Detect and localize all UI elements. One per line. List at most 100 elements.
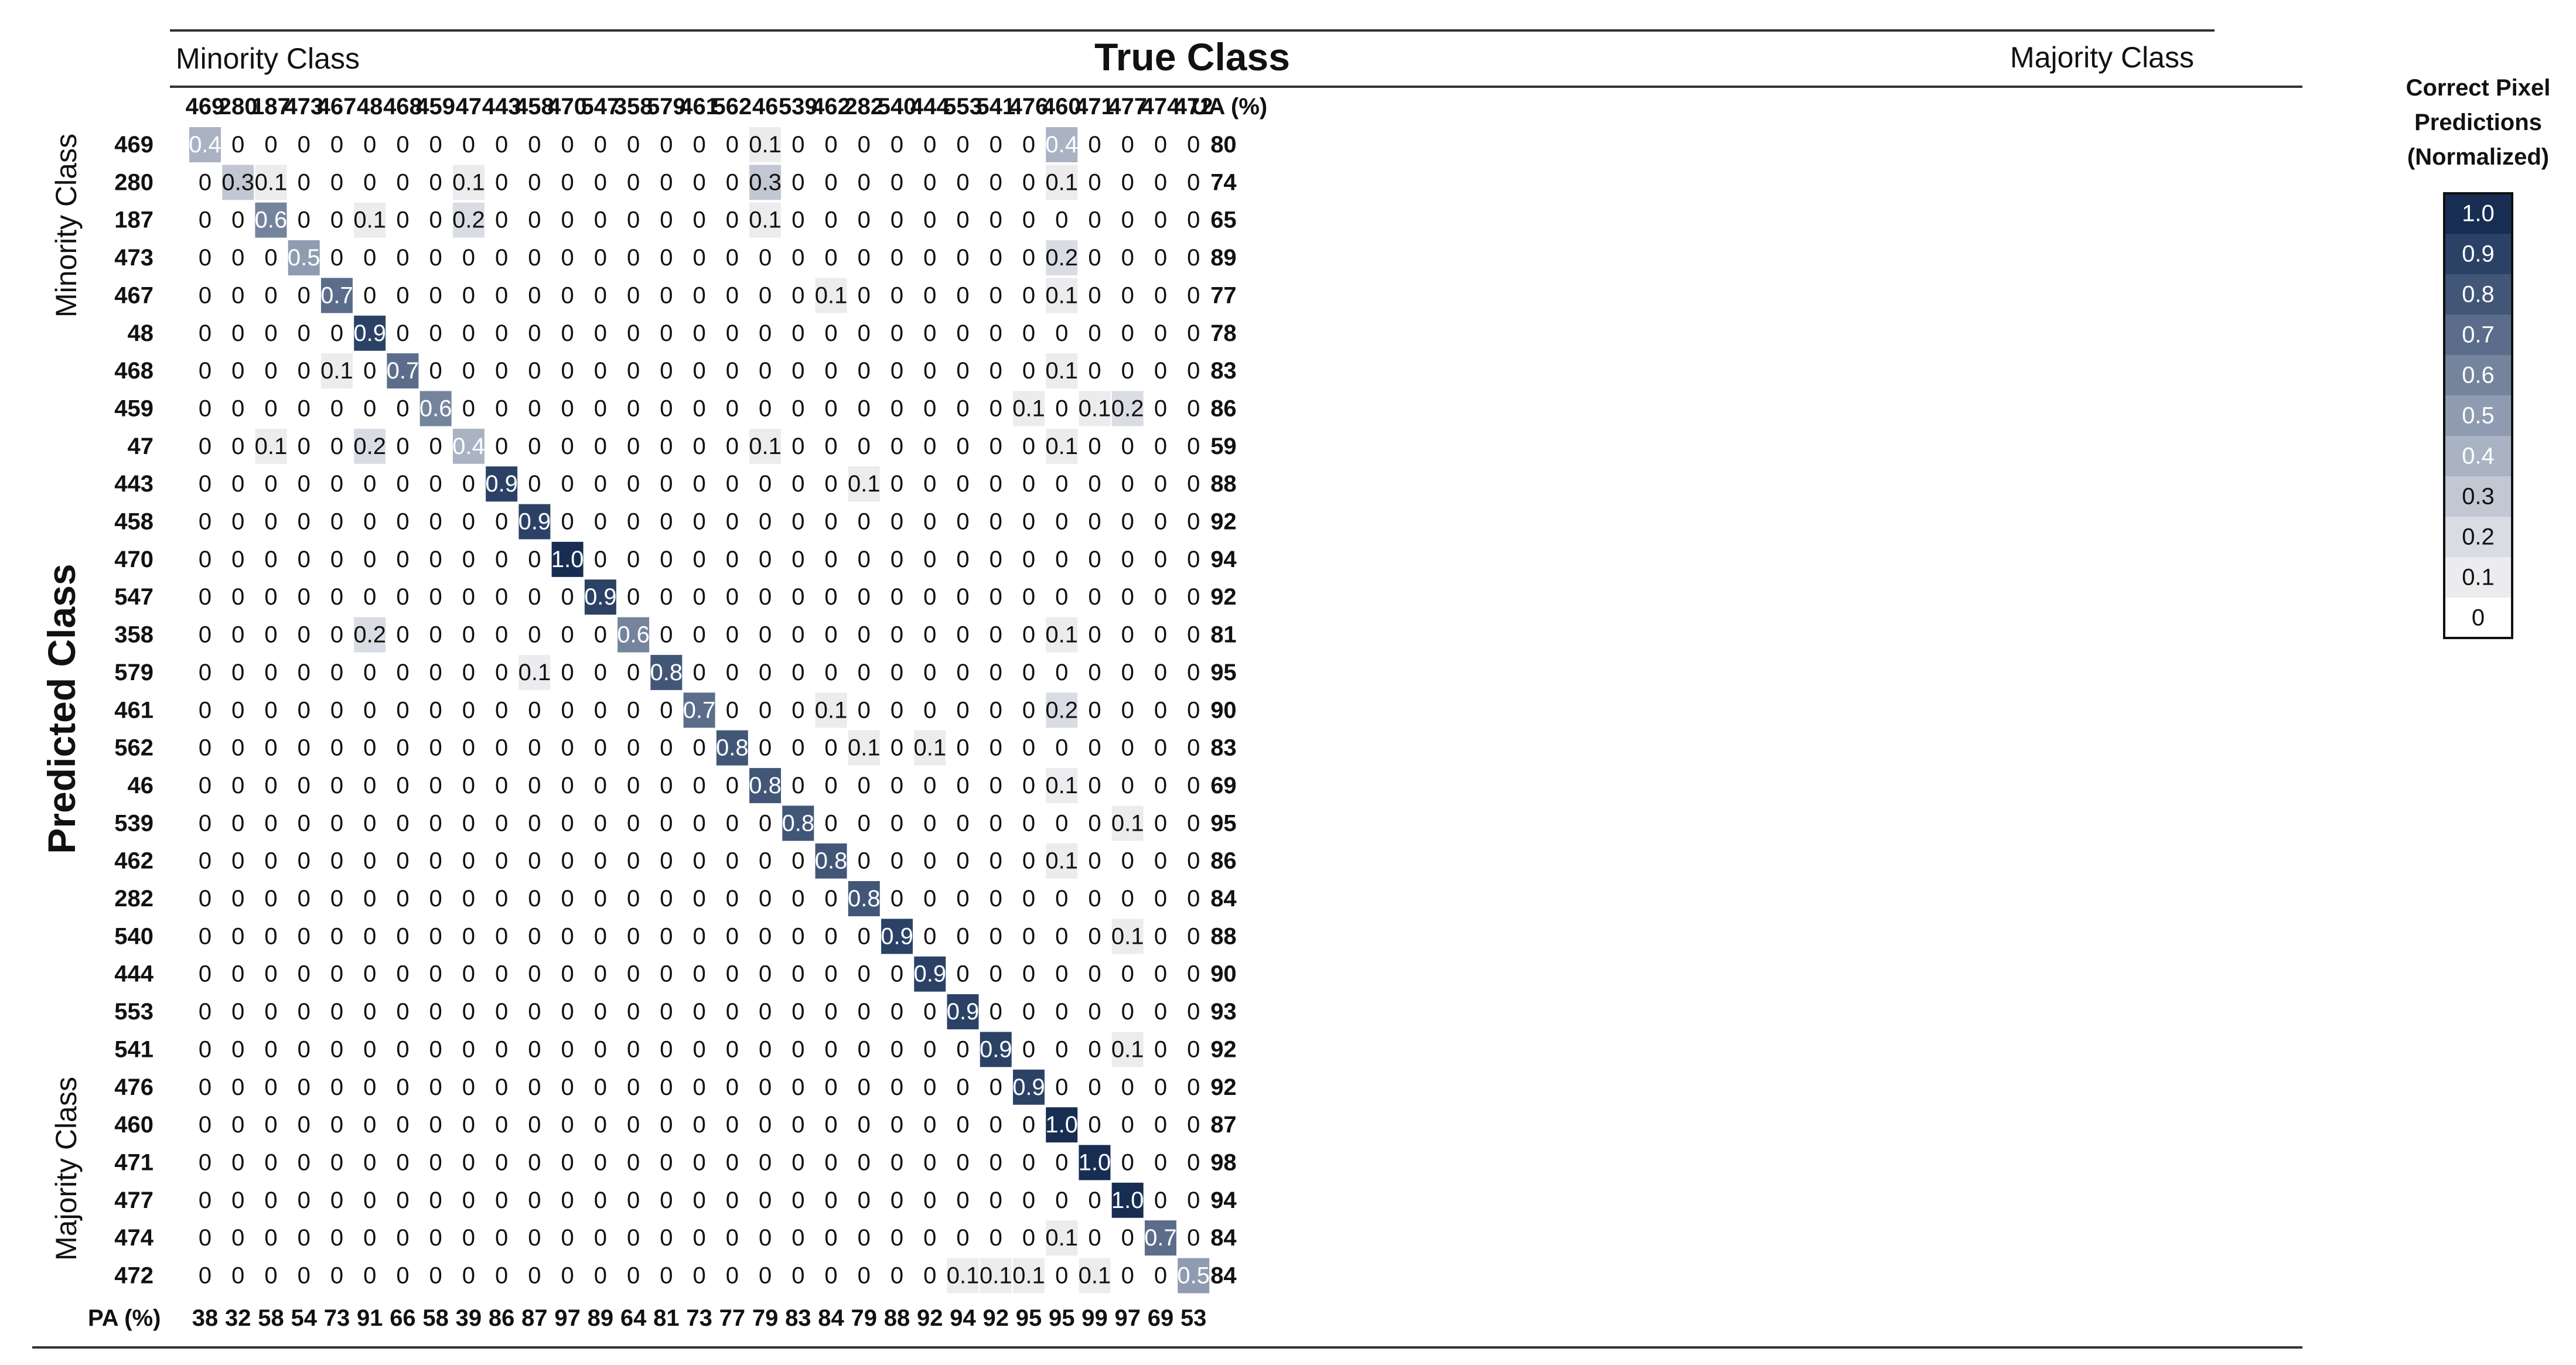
cell-value: 0 [429,1149,442,1175]
column-header: 459 [416,94,455,120]
cell-value: 0 [594,848,607,874]
heatmap-cell [1046,353,1078,389]
cell-value: 0 [429,848,442,874]
cell-value: 0 [528,245,541,271]
cell-value: 0 [199,1149,211,1175]
cell-value: 0 [956,395,969,421]
cell-value: 0 [594,773,607,798]
cell-value: 0 [462,810,475,836]
cell-value: 0 [495,434,508,459]
cell-value: 0 [264,810,277,836]
cell-value: 0 [561,395,574,421]
cell-value: 0 [495,697,508,723]
cell-value: 0 [594,660,607,685]
cell-value: 0 [660,848,673,874]
cell-value: 0 [956,773,969,798]
cell-value: 0 [1187,132,1200,158]
cell-value: 0 [429,547,442,572]
cell-value: 0 [528,848,541,874]
cell-value: 0 [231,999,244,1025]
cell-value: 0.1 [518,660,551,685]
cell-value: 0 [890,358,903,384]
cell-value: 0 [594,395,607,421]
cell-value: 0 [923,848,936,874]
cell-value: 0 [1187,810,1200,836]
cell-value: 0.9 [881,923,913,949]
cell-value: 0 [726,584,739,610]
cell-value: 0 [363,509,376,535]
cell-value: 0 [429,622,442,648]
cell-value: 0.8 [716,735,749,761]
cell-value: 0.1 [749,132,782,158]
cell-value: 0 [1187,547,1200,572]
cell-value: 0 [956,1074,969,1100]
cell-value: 0 [791,471,804,497]
cell-value: 0 [1121,1074,1134,1100]
cell-value: 0.1 [1045,1225,1078,1251]
cell-value: 0 [692,395,705,421]
cell-value: 0 [990,132,1002,158]
cell-value: 0 [1187,1074,1200,1100]
cell-value: 0 [561,509,574,535]
ua-value: 95 [1210,660,1237,685]
cell-value: 0 [561,810,574,836]
cell-value: 0 [791,1036,804,1062]
cell-value: 0 [264,471,277,497]
cell-value: 0 [429,434,442,459]
cell-value: 0 [956,245,969,271]
heatmap-cell [881,919,913,954]
cell-value: 0 [627,1112,640,1138]
cell-value: 0 [462,1263,475,1289]
cell-value: 0 [890,395,903,421]
cell-value: 0 [1121,547,1134,572]
cell-value: 0 [495,245,508,271]
heatmap-cell [749,165,782,200]
cell-value: 0 [231,584,244,610]
cell-value: 0 [429,810,442,836]
cell-value: 0 [1121,169,1134,195]
cell-value: 0 [660,1263,673,1289]
cell-value: 0 [1055,735,1068,761]
cell-value: 0 [429,207,442,233]
cell-value: 0 [594,434,607,459]
cell-value: 0 [1055,923,1068,949]
cell-value: 0 [791,584,804,610]
cell-value: 0 [1088,697,1101,723]
cell-value: 0 [298,1112,311,1138]
cell-value: 0 [199,999,211,1025]
cell-value: 0 [1022,358,1035,384]
heatmap-cell [354,428,386,464]
cell-value: 0 [627,999,640,1025]
row-header: 468 [114,358,153,384]
cell-value: 0 [627,282,640,308]
cell-value: 0 [990,961,1002,987]
cell-value: 0 [759,282,772,308]
cell-value: 0 [1088,358,1101,384]
ua-value: 88 [1210,923,1237,949]
cell-value: 0 [726,395,739,421]
cell-value: 0 [660,1149,673,1175]
row-header: 474 [114,1225,153,1251]
cell-value: 0 [1055,547,1068,572]
cell-value: 0 [759,1036,772,1062]
cell-value: 0.7 [683,697,716,723]
cell-value: 0 [495,1149,508,1175]
cell-value: 0 [330,923,343,949]
cell-value: 0 [264,735,277,761]
heatmap-cell [749,127,782,162]
cell-value: 0 [528,961,541,987]
ua-value: 86 [1210,395,1237,421]
cell-value: 0 [594,1149,607,1175]
cell-value: 0 [858,1187,871,1213]
cell-value: 0 [759,810,772,836]
cell-value: 0 [1055,660,1068,685]
cell-value: 0 [791,320,804,346]
cell-value: 0 [495,207,508,233]
heatmap-cell [354,617,386,653]
cell-value: 0 [330,697,343,723]
cell-value: 0 [429,999,442,1025]
cell-value: 0 [1154,471,1167,497]
cell-value: 0 [990,471,1002,497]
cell-value: 0 [298,1149,311,1175]
